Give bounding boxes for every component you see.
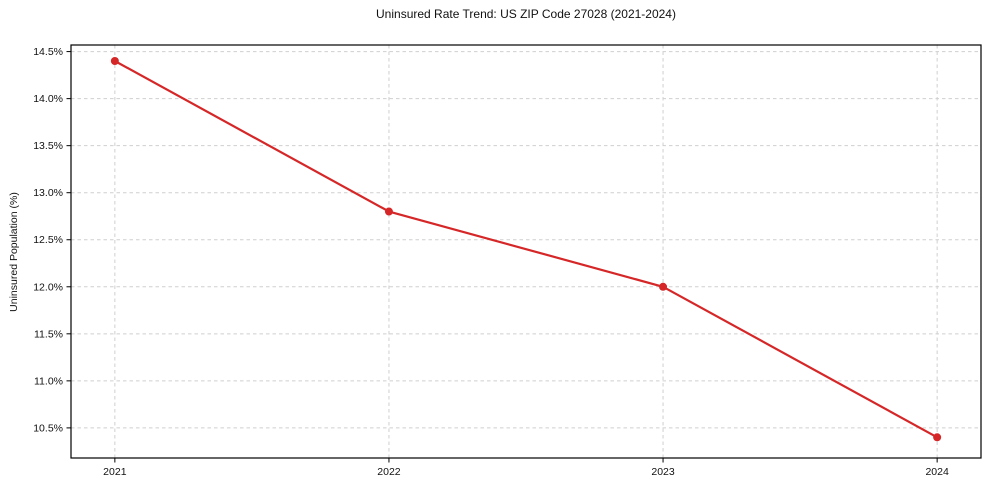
y-tick-label: 13.5% [33,140,63,152]
data-point-marker [933,433,942,442]
data-point-marker [659,282,668,291]
trend-line [113,59,939,439]
y-tick-label: 11.0% [34,375,63,387]
y-tick-label: 12.0% [33,281,63,293]
chart-title: Uninsured Rate Trend: US ZIP Code 27028 … [376,7,676,21]
y-tick-label: 13.0% [33,187,63,199]
y-tick-label: 12.5% [33,234,63,246]
plot-border [70,44,982,459]
data-point-marker [384,207,393,216]
x-tick-label: 2021 [103,466,127,478]
y-tick-label: 14.0% [33,93,63,105]
x-tick-label: 2022 [377,466,401,478]
data-point-marker [110,56,119,65]
y-tick-label: 11.5% [34,328,63,340]
y-tick-label: 10.5% [33,422,63,434]
x-tick-label: 2023 [651,466,675,478]
y-tick-label: 14.5% [33,46,63,58]
x-tick-label: 2024 [925,466,949,478]
